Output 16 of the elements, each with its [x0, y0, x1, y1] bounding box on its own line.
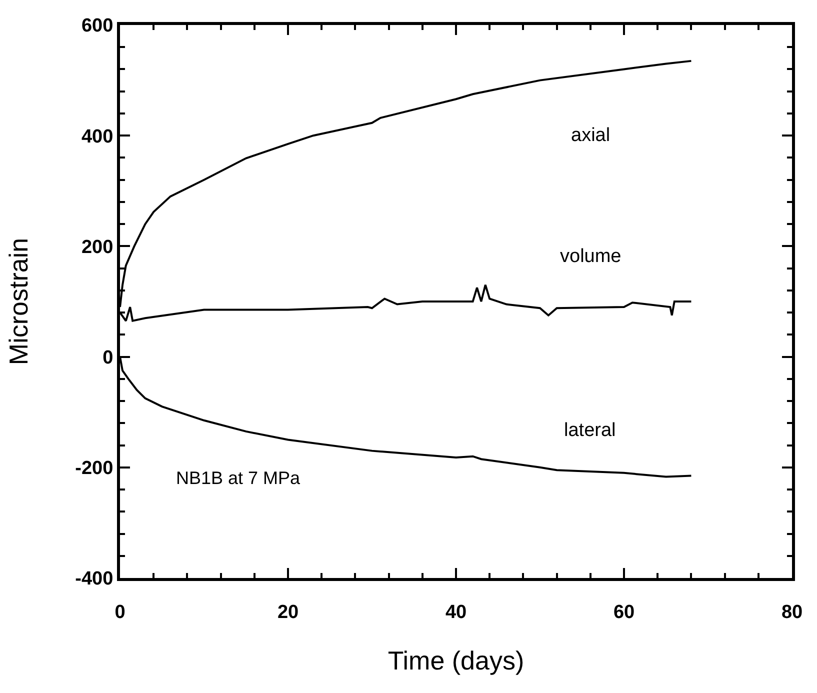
x-axis-title: Time (days)	[388, 646, 524, 676]
annotation: NB1B at 7 MPa	[176, 468, 302, 488]
x-tick-label: 40	[445, 602, 467, 623]
x-tick-label: 60	[613, 602, 635, 623]
y-tick-label: 600	[81, 16, 114, 37]
y-tick-label: 0	[102, 347, 114, 368]
y-tick-label: 200	[81, 236, 114, 258]
series-label: volume	[560, 246, 622, 267]
y-axis-title: Microstrain	[4, 238, 34, 366]
y-tick-label: 400	[81, 126, 114, 148]
series-label: lateral	[564, 420, 616, 441]
y-tick-label: -400	[75, 568, 114, 590]
x-tick-label: 20	[277, 602, 299, 623]
x-tick-label: 80	[781, 602, 803, 623]
text: axial	[571, 125, 610, 146]
y-tick-label: -200	[75, 458, 114, 480]
